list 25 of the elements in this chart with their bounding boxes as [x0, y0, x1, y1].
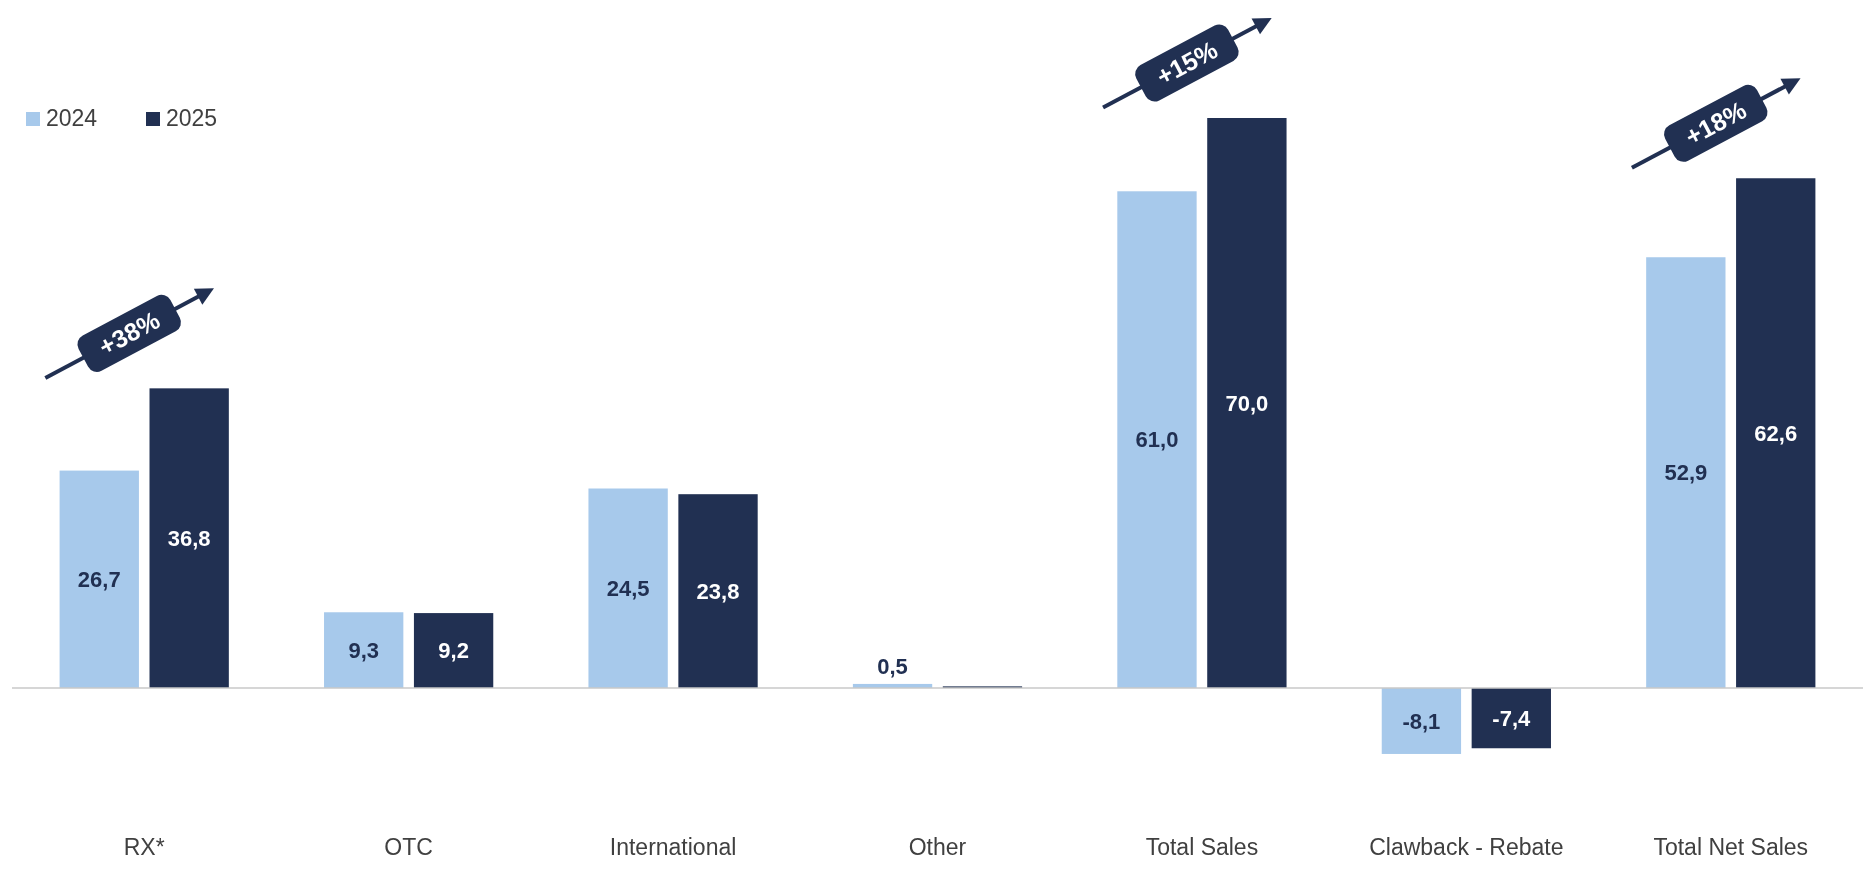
annotation: +18% [1680, 95, 1751, 151]
x-tick-label: International [609, 834, 737, 860]
data-label: 9,2 [438, 638, 469, 664]
x-tick-label: RX* [123, 834, 165, 860]
annotation: +38% [93, 305, 165, 361]
x-tick-label: Total Sales [1145, 834, 1259, 860]
data-label: -8,1 [1402, 708, 1441, 734]
data-label: 36,8 [167, 525, 211, 551]
data-label: 70,0 [1225, 390, 1269, 416]
data-label: 9,3 [348, 637, 379, 663]
x-tick-label: Clawback - Rebate [1369, 834, 1564, 860]
data-label: -7,4 [1492, 705, 1532, 731]
legend-label: 2024 [46, 105, 98, 131]
text: +15% [1151, 35, 1222, 91]
x-tick-label: Other [908, 834, 967, 860]
data-label: 23,8 [696, 578, 740, 604]
legend-label: 2025 [166, 105, 218, 131]
data-label: 0,5 [877, 653, 908, 679]
x-tick-label: Total Net Sales [1653, 834, 1809, 860]
data-label: 61,0 [1135, 427, 1179, 453]
data-label: 26,7 [77, 566, 121, 592]
data-label: 62,6 [1754, 420, 1798, 446]
x-tick-label: OTC [384, 834, 433, 860]
data-label: 24,5 [606, 575, 650, 601]
data-label: 52,9 [1664, 460, 1708, 486]
